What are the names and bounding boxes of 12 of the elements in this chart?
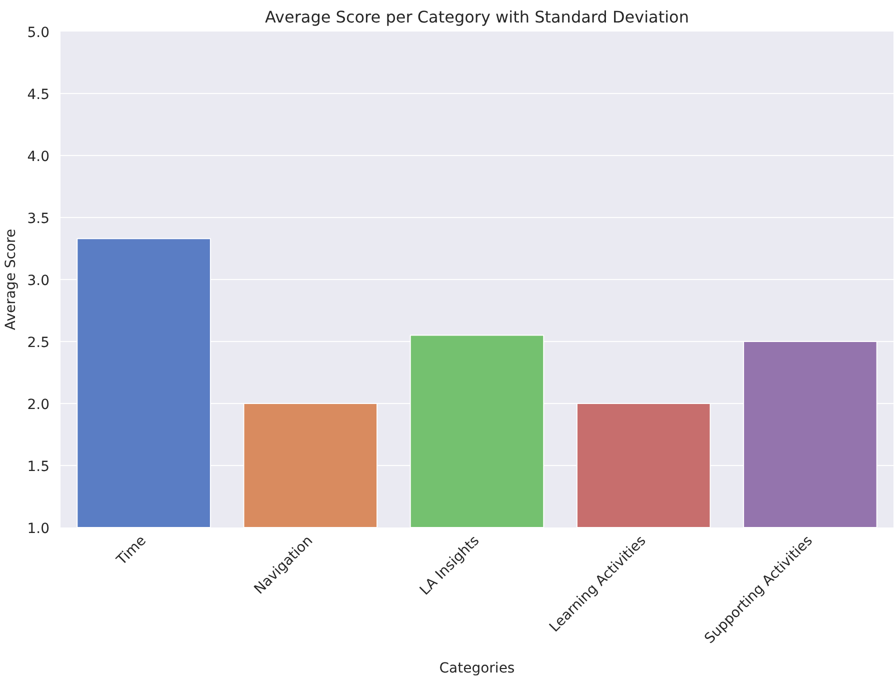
y-tick-label: 2.0 [27,397,50,413]
y-axis-title: Average Score [3,228,20,330]
y-tick-label: 4.0 [27,149,50,165]
y-tick-label: 3.5 [27,211,50,227]
y-tick-label: 2.5 [27,335,50,351]
y-tick-label: 3.0 [27,273,50,289]
y-tick-label: 1.0 [27,521,50,537]
y-tick-label: 5.0 [27,25,50,41]
chart-title: Average Score per Category with Standard Deviation [265,8,689,26]
y-tick-label: 4.5 [27,87,50,103]
x-axis-title: Categories [439,660,515,677]
y-tick-label: 1.5 [27,459,50,475]
